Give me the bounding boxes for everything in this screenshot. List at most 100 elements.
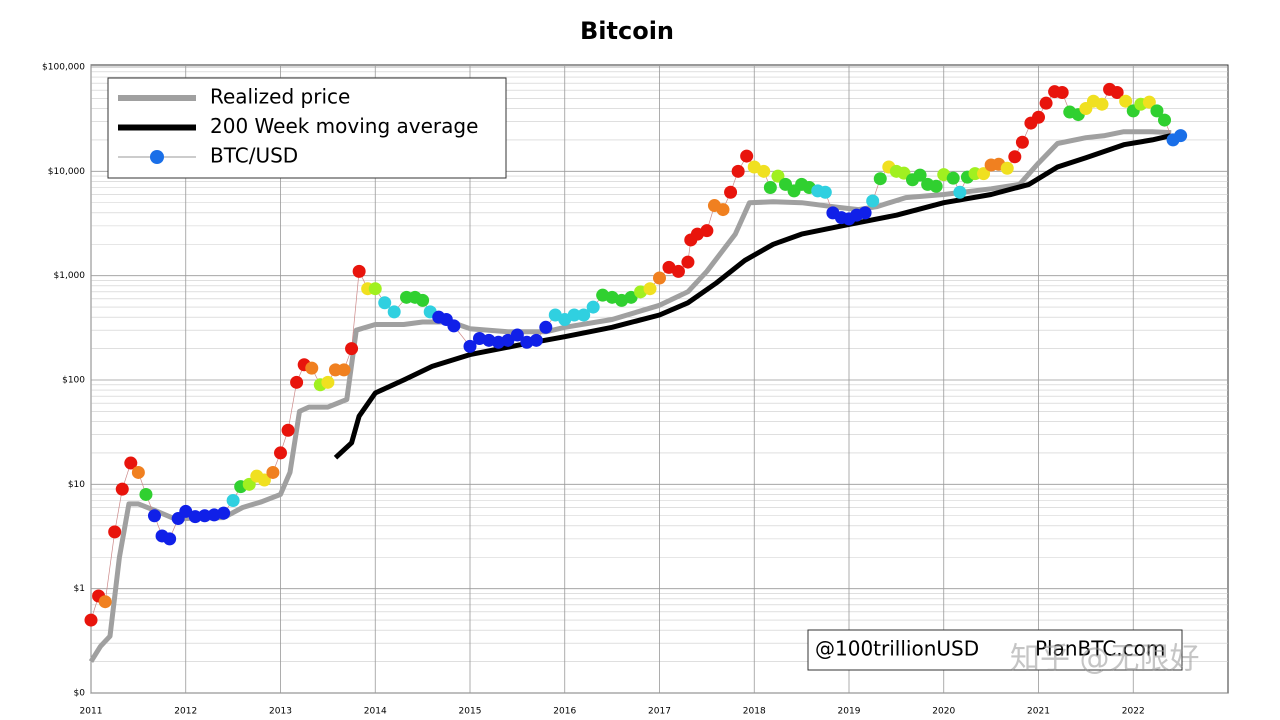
series-line — [88, 129, 1172, 663]
y-tick-label: $10,000 — [48, 167, 85, 177]
point — [818, 185, 832, 199]
point — [539, 320, 553, 334]
point — [716, 203, 730, 217]
legend-label: Realized price — [210, 85, 350, 109]
point — [1039, 96, 1053, 110]
point — [124, 456, 138, 470]
point — [1150, 104, 1164, 118]
point — [913, 168, 927, 182]
point — [858, 206, 872, 220]
point — [1142, 95, 1156, 109]
point — [1110, 85, 1124, 99]
point — [281, 423, 295, 437]
credit-text: @100trillionUSD — [815, 637, 979, 661]
point — [352, 264, 366, 278]
point — [953, 185, 967, 199]
y-tick-label: $100 — [62, 376, 85, 386]
point — [1174, 129, 1188, 143]
point — [586, 300, 600, 314]
point — [305, 361, 319, 375]
point — [1095, 97, 1109, 111]
point — [463, 339, 477, 353]
point — [274, 446, 287, 460]
point — [368, 282, 382, 296]
x-tick-label: 2011 — [80, 707, 103, 717]
point — [84, 613, 98, 627]
point — [115, 482, 129, 496]
point — [724, 185, 738, 199]
credit-box — [807, 629, 1183, 671]
point — [378, 296, 392, 310]
point — [510, 328, 524, 342]
y-tick-label: $100,000 — [42, 63, 85, 73]
point — [577, 308, 591, 322]
legend-label: 200 Week moving average — [210, 114, 478, 138]
credit-text: PlanBTC.com — [1035, 637, 1165, 661]
point — [671, 264, 685, 278]
series-line — [333, 133, 1172, 460]
x-tick-label: 2014 — [364, 707, 387, 717]
point — [163, 532, 177, 546]
point — [501, 333, 515, 347]
point — [321, 375, 335, 389]
watermark: 知乎 @无限好 — [1010, 642, 1200, 677]
plot-marks — [84, 82, 1188, 663]
point — [147, 509, 161, 523]
point — [98, 595, 112, 609]
point — [1000, 161, 1014, 175]
x-tick-label: 2022 — [1122, 707, 1145, 717]
point — [226, 493, 240, 507]
x-tick-label: 2016 — [553, 707, 576, 717]
point — [624, 290, 638, 304]
point — [257, 473, 271, 487]
x-tick-label: 2021 — [1027, 707, 1050, 717]
x-tick-label: 2020 — [932, 707, 955, 717]
point — [771, 169, 785, 183]
point — [242, 477, 256, 491]
point — [929, 179, 943, 193]
x-tick-label: 2017 — [648, 707, 671, 717]
point — [1119, 94, 1133, 108]
point — [1158, 113, 1172, 127]
legend-marker — [150, 150, 164, 164]
point — [179, 504, 193, 518]
point — [700, 224, 714, 238]
y-tick-label: $10 — [68, 480, 85, 490]
point — [740, 149, 754, 163]
point — [757, 164, 771, 178]
point — [1008, 150, 1022, 164]
point — [643, 282, 657, 296]
point — [266, 465, 280, 479]
point — [653, 271, 666, 285]
point — [977, 167, 991, 181]
x-tick-label: 2013 — [269, 707, 292, 717]
point — [731, 164, 745, 178]
point — [1055, 85, 1069, 99]
point — [217, 506, 231, 520]
point — [1015, 135, 1029, 149]
point — [131, 465, 145, 479]
point — [345, 342, 359, 356]
point — [763, 180, 777, 194]
point — [866, 194, 880, 208]
y-tick-label: $0 — [74, 689, 86, 699]
point — [1032, 110, 1045, 124]
x-tick-label: 2012 — [174, 707, 197, 717]
chart-title: Bitcoin — [580, 17, 674, 45]
legend-label: BTC/USD — [210, 144, 298, 168]
point — [387, 305, 401, 319]
y-tick-label: $1,000 — [54, 271, 86, 281]
point — [529, 333, 543, 347]
point — [447, 319, 461, 333]
point — [188, 510, 202, 524]
point — [681, 255, 695, 269]
point — [139, 487, 153, 501]
point — [946, 171, 960, 185]
point — [290, 375, 304, 389]
x-tick-label: 2018 — [743, 707, 766, 717]
point — [337, 363, 351, 377]
point — [873, 172, 887, 186]
x-tick-label: 2015 — [459, 707, 482, 717]
y-tick-label: $1 — [74, 584, 85, 594]
